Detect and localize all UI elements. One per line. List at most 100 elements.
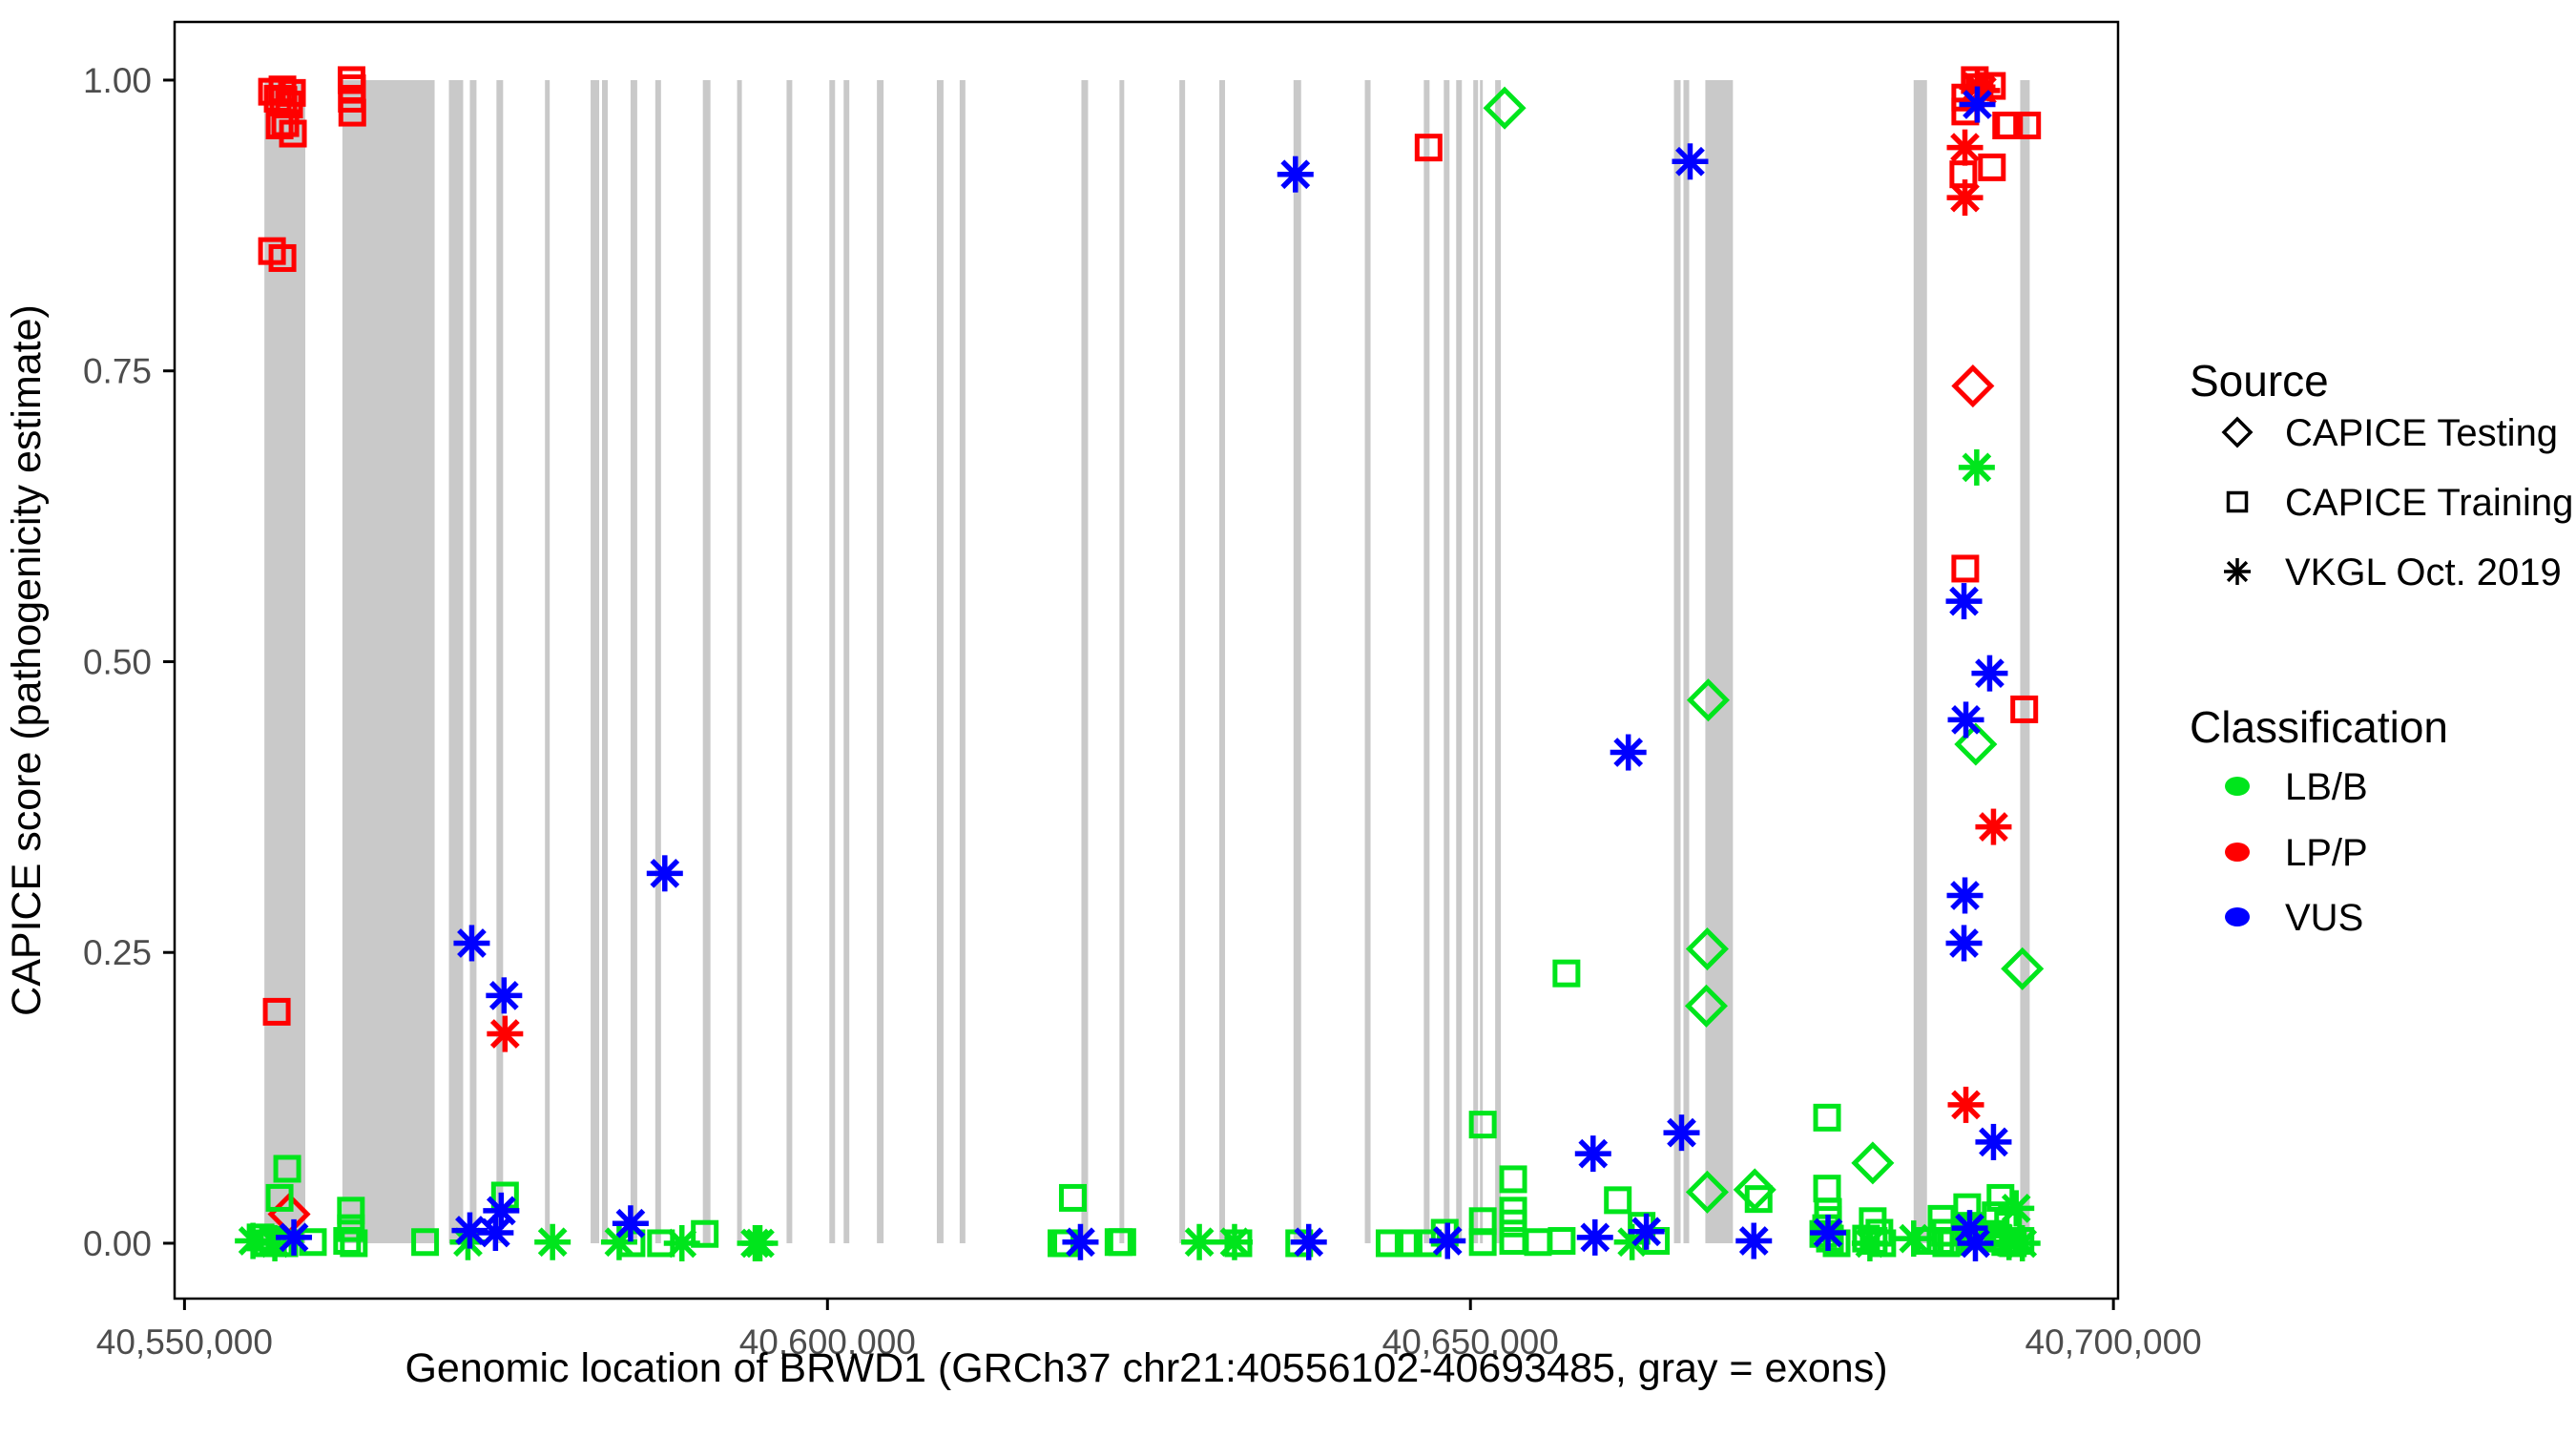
data-point-asterisk xyxy=(1945,583,1983,620)
exon-band xyxy=(1495,79,1502,1243)
exon-band xyxy=(786,79,793,1243)
data-point-diamond xyxy=(1954,722,1998,766)
exon-band xyxy=(654,79,661,1243)
y-tick-label: 1.00 xyxy=(83,61,152,100)
exon-band xyxy=(469,79,477,1243)
exon-band xyxy=(959,79,966,1243)
exon-band xyxy=(1444,79,1450,1243)
exon-band xyxy=(1683,79,1690,1243)
data-point-asterisk xyxy=(453,925,490,962)
data-point-asterisk xyxy=(1277,156,1314,193)
data-point-asterisk xyxy=(1290,1223,1327,1260)
data-point-asterisk xyxy=(1975,808,2012,845)
legend-source-title: Source xyxy=(2190,356,2329,406)
data-point-square xyxy=(1813,1175,1841,1203)
data-point-asterisk xyxy=(1975,1123,2012,1160)
exon-band xyxy=(1081,79,1089,1243)
exon-band xyxy=(702,79,711,1243)
exon-band xyxy=(1293,79,1301,1243)
exon-band xyxy=(936,79,944,1243)
data-point-asterisk xyxy=(1672,143,1709,180)
data-point-asterisk xyxy=(483,1192,520,1229)
data-point-asterisk xyxy=(1947,1086,1984,1123)
data-point-square xyxy=(1604,1186,1632,1215)
data-point-diamond xyxy=(1733,1168,1776,1212)
x-axis-title: Genomic location of BRWD1 (GRCh37 chr21:… xyxy=(405,1345,1887,1391)
exon-band xyxy=(496,79,504,1243)
legend-classification-title: Classification xyxy=(2190,702,2448,752)
data-point-square xyxy=(1552,959,1581,988)
data-point-asterisk xyxy=(1946,877,1984,914)
data-point-asterisk xyxy=(1947,701,1984,739)
data-point-asterisk xyxy=(534,1223,571,1260)
data-point-asterisk xyxy=(2004,1224,2041,1261)
legend-classification-item-label: LB/B xyxy=(2285,766,2368,808)
data-point-square xyxy=(2226,490,2249,513)
data-point-asterisk xyxy=(1998,1190,2035,1227)
y-tick-label: 0.00 xyxy=(83,1224,152,1263)
exon-band xyxy=(342,79,435,1243)
x-tick-label: 40,600,000 xyxy=(739,1322,916,1362)
data-point-asterisk xyxy=(1810,1215,1847,1252)
data-point-square xyxy=(1414,134,1443,162)
data-point-square xyxy=(1524,1228,1552,1257)
data-point-asterisk xyxy=(487,1015,524,1052)
data-point-square xyxy=(1108,1228,1136,1257)
data-point-square xyxy=(1995,111,2024,139)
data-point-asterisk xyxy=(1946,179,1984,217)
exon-band xyxy=(2020,79,2030,1243)
y-tick-label: 0.25 xyxy=(83,933,152,972)
data-point-square xyxy=(1394,1229,1423,1258)
data-point-asterisk xyxy=(1215,1223,1253,1260)
data-point-diamond xyxy=(1685,927,1729,971)
data-point-diamond xyxy=(1951,364,1995,408)
data-point-asterisk xyxy=(1735,1222,1773,1259)
exon-band xyxy=(630,79,637,1243)
exon-band xyxy=(829,79,836,1243)
exon-band xyxy=(264,79,305,1243)
exon-band xyxy=(737,79,742,1243)
data-point-square xyxy=(1813,1103,1841,1132)
data-point-diamond xyxy=(1686,678,1730,722)
data-point-square xyxy=(1744,1185,1773,1214)
exon-band xyxy=(591,79,600,1243)
data-point-asterisk xyxy=(1429,1222,1466,1259)
data-point-asterisk xyxy=(276,1218,313,1256)
data-point-square xyxy=(268,243,297,272)
data-point-asterisk xyxy=(741,1224,779,1261)
data-point-diamond xyxy=(2001,947,2045,990)
data-point-square xyxy=(411,1228,440,1257)
data-point-asterisk xyxy=(1895,1220,1932,1258)
exon-band xyxy=(545,79,551,1243)
exon-band xyxy=(1119,79,1125,1243)
data-point-asterisk xyxy=(646,855,683,892)
data-point-asterisk xyxy=(612,1205,649,1242)
data-point-square xyxy=(273,1155,301,1183)
data-point-square xyxy=(1548,1227,1576,1256)
data-point-asterisk xyxy=(2224,558,2251,585)
legend-color-dot xyxy=(2225,907,2250,926)
data-point-diamond xyxy=(1483,86,1527,130)
data-point-square xyxy=(338,84,366,113)
exon-band xyxy=(843,79,850,1243)
data-point-diamond xyxy=(1851,1141,1895,1185)
exon-band xyxy=(1219,79,1226,1243)
data-point-asterisk xyxy=(1945,925,1983,962)
data-point-square xyxy=(1499,1209,1527,1238)
exon-band xyxy=(1423,79,1430,1243)
data-point-asterisk xyxy=(1957,1224,1994,1261)
data-point-asterisk xyxy=(663,1224,700,1261)
x-tick-label: 40,700,000 xyxy=(2025,1322,2202,1362)
exon-band xyxy=(448,79,464,1243)
legend-source-item-label: VKGL Oct. 2019 xyxy=(2285,552,2562,593)
x-tick-label: 40,550,000 xyxy=(96,1322,273,1362)
exon-band xyxy=(1673,79,1681,1243)
exon-band xyxy=(877,79,884,1243)
data-point-square xyxy=(1951,554,1980,583)
data-point-asterisk xyxy=(477,1215,514,1252)
exon-band xyxy=(1913,79,1927,1243)
data-point-asterisk xyxy=(600,1223,637,1260)
y-tick-label: 0.50 xyxy=(83,642,152,681)
